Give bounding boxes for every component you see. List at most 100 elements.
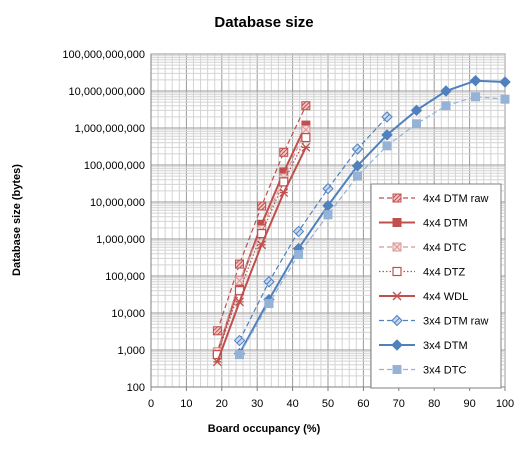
x-tick-label: 40	[286, 398, 298, 410]
data-point	[392, 266, 402, 277]
data-point	[500, 94, 510, 104]
data-point	[257, 240, 267, 250]
data-point	[440, 85, 452, 97]
y-tick-label: 100	[127, 382, 145, 394]
legend-item: 4x4 DTM	[379, 218, 468, 230]
data-point	[352, 171, 362, 181]
marker-diamond	[469, 74, 482, 87]
legend-item: 3x4 DTC	[379, 365, 466, 377]
marker-square	[500, 94, 510, 104]
x-tick-label: 0	[148, 398, 154, 410]
y-tick-label: 100,000,000	[84, 160, 145, 172]
legend-item: 4x4 DTC	[379, 242, 466, 254]
legend-label: 3x4 DTC	[423, 365, 466, 377]
marker-diamond	[351, 160, 364, 172]
marker-square	[235, 350, 244, 360]
series-layer	[212, 74, 511, 367]
data-point	[499, 76, 511, 88]
series-line	[238, 116, 388, 341]
data-point	[294, 250, 304, 260]
y-tick-label: 1,000,000	[96, 234, 145, 246]
marker-square	[392, 218, 402, 227]
marker-square-open	[279, 177, 289, 187]
marker-cross	[235, 276, 244, 285]
data-point	[212, 350, 222, 360]
series	[233, 74, 511, 360]
legend-box	[370, 183, 502, 389]
data-point	[381, 111, 393, 123]
y-tick-label: 10,000,000	[90, 197, 145, 209]
data-point	[391, 339, 403, 351]
marker-hatch	[295, 228, 302, 235]
marker-hatch	[392, 193, 402, 203]
legend-item: 4x4 DTZ	[379, 267, 465, 279]
marker-asterisk-stroke	[212, 357, 222, 367]
data-point	[391, 314, 403, 327]
series-line	[238, 96, 506, 355]
series	[212, 142, 311, 367]
marker-hatch	[217, 330, 222, 336]
series	[212, 101, 311, 336]
marker-cross	[392, 242, 402, 252]
marker-square-open	[212, 350, 222, 360]
marker-diamond	[499, 76, 511, 88]
marker-hatch	[354, 146, 361, 152]
marker-hatch	[325, 185, 331, 192]
marker-hatch	[283, 151, 289, 157]
marker-square	[471, 92, 481, 102]
legend-label: 4x4 DTC	[423, 242, 466, 254]
data-point	[471, 92, 481, 102]
y-tick-label: 100,000	[105, 271, 145, 283]
data-point	[263, 276, 275, 288]
marker-hatch	[384, 114, 390, 120]
legend-item: 3x4 DTM	[379, 339, 468, 352]
x-tick-label: 30	[251, 398, 263, 410]
marker-hatch	[261, 205, 266, 211]
marker-square	[392, 365, 402, 374]
data-point	[392, 291, 402, 301]
data-point	[301, 101, 311, 111]
data-point	[235, 276, 244, 286]
marker-hatch	[396, 197, 402, 203]
series	[235, 92, 510, 360]
marker-square	[441, 101, 451, 111]
marker-hatch	[305, 105, 311, 111]
legend-label: 3x4 DTM	[423, 340, 468, 352]
marker-hatch	[279, 147, 285, 153]
data-point	[301, 125, 311, 135]
marker-diamond	[391, 339, 403, 351]
data-point	[235, 259, 244, 269]
legend-item: 4x4 WDL	[379, 291, 468, 303]
y-tick-label: 10,000	[111, 308, 145, 320]
data-point	[233, 334, 246, 347]
legend-label: 3x4 DTM raw	[423, 316, 488, 328]
legend-item: 4x4 DTM raw	[379, 193, 488, 205]
data-point	[351, 143, 364, 155]
data-point	[257, 201, 267, 211]
marker-hatch	[279, 147, 289, 157]
data-point	[410, 104, 423, 117]
marker-diamond	[410, 104, 423, 117]
marker-asterisk-stroke	[235, 297, 244, 307]
y-tick-label: 100,000,000,000	[62, 49, 145, 61]
data-point	[392, 218, 402, 227]
x-axis-label: Board occupancy (%)	[208, 423, 321, 435]
legend-item: 3x4 DTM raw	[379, 314, 488, 328]
marker-hatch	[301, 101, 307, 107]
data-point	[301, 142, 311, 152]
x-tick-label: 70	[393, 398, 405, 410]
marker-asterisk-stroke	[257, 240, 267, 250]
data-point	[392, 193, 402, 203]
legend-label: 4x4 DTM raw	[423, 193, 488, 205]
series	[233, 111, 393, 347]
legend-label: 4x4 WDL	[423, 291, 468, 303]
data-point	[235, 297, 244, 307]
marker-square	[352, 171, 362, 181]
data-point	[292, 225, 305, 238]
marker-hatch	[266, 278, 272, 285]
data-point	[322, 182, 334, 195]
chart-title: Database size	[214, 14, 313, 31]
x-tick-label: 10	[180, 398, 192, 410]
marker-hatch	[257, 201, 266, 211]
